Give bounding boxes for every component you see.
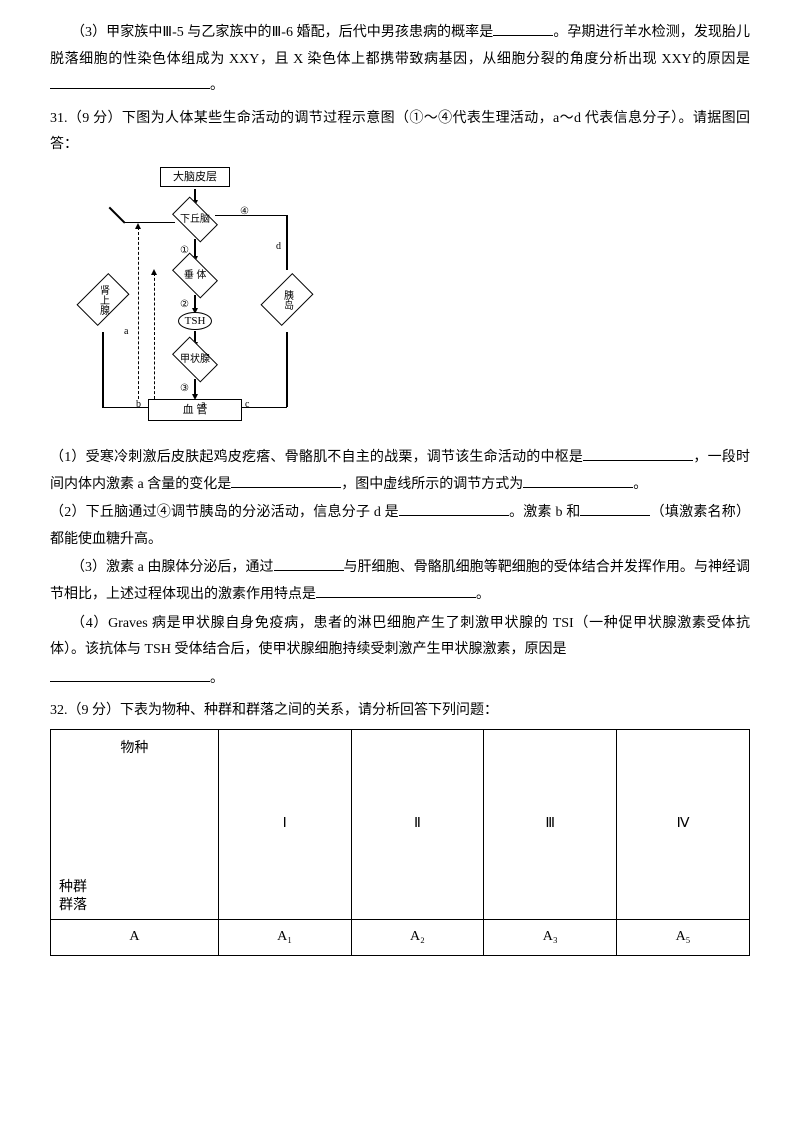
tsh-label: TSH	[185, 311, 206, 332]
q30-3-paragraph: （3）甲家族中Ⅲ-5 与乙家族中的Ⅲ-6 婚配，后代中男孩患病的概率是。孕期进行…	[50, 20, 750, 100]
node-hypothalamus: 下丘脑	[172, 196, 218, 242]
q31-4: （4）Graves 病是甲状腺自身免疫病，患者的淋巴细胞产生了刺激甲状腺的 TS…	[50, 611, 750, 664]
q31-3-c: 。	[476, 587, 490, 602]
q31-diagram: 大脑皮层 下丘脑 ① 垂 体 ② TSH 甲状腺 ③ 血 管 肾上腺	[80, 167, 320, 437]
node-tsh: TSH	[178, 312, 212, 330]
hypo-label: 下丘脑	[180, 210, 210, 229]
cell-header-3: Ⅲ	[484, 729, 617, 919]
label-a: a	[201, 395, 205, 414]
node-adrenal: 肾上腺	[76, 273, 129, 326]
line-thy-vessel	[194, 379, 196, 395]
blank-probability	[493, 22, 553, 36]
blank-31-3a	[274, 557, 344, 571]
blank-31-2b	[580, 502, 650, 516]
q31-2: （2）下丘脑通过④调节胰岛的分泌活动，信息分子 d 是。激素 b 和（填激素名称…	[50, 500, 750, 553]
cell-a-4: A₅	[617, 919, 750, 955]
q31-1: （1）受寒冷刺激后皮肤起鸡皮疙瘩、骨骼肌不自主的战栗，调节该生命活动的中枢是，一…	[50, 445, 750, 498]
blank-xxy-reason	[50, 75, 210, 89]
q31-diagram-container: 大脑皮层 下丘脑 ① 垂 体 ② TSH 甲状腺 ③ 血 管 肾上腺	[80, 167, 750, 437]
node-pituitary: 垂 体	[172, 252, 218, 298]
label-d: d	[276, 237, 281, 256]
cell-header-2: Ⅱ	[351, 729, 484, 919]
cell-header-4: Ⅳ	[617, 729, 750, 919]
line-adrenal-vessel-h	[102, 407, 148, 409]
q31-4-a: （4）Graves 病是甲状腺自身免疫病，患者的淋巴细胞产生了刺激甲状腺的 TS…	[50, 616, 750, 658]
q31-3: （3）激素 a 由腺体分泌后，通过与肝细胞、骨骼肌细胞等靶细胞的受体结合并发挥作…	[50, 555, 750, 608]
cell-a-0: A	[51, 919, 219, 955]
line-hypo-adrenal-d	[109, 207, 126, 224]
pit-label: 垂 体	[184, 266, 207, 285]
q30-3-text-a: （3）甲家族中Ⅲ-5 与乙家族中的Ⅲ-6 婚配，后代中男孩患病的概率是	[71, 25, 493, 40]
node-vessel: 血 管	[148, 399, 242, 421]
node-cortex: 大脑皮层	[160, 167, 230, 187]
cell-header-0: 物种 种群 群落	[51, 729, 219, 919]
adrenal-label: 肾上腺	[94, 284, 113, 314]
q31-2-b: 。激素 b 和	[509, 505, 581, 520]
q30-3-text-c: 。	[210, 78, 224, 93]
q31-1-a: （1）受寒冷刺激后皮肤起鸡皮疙瘩、骨骼肌不自主的战栗，调节该生命活动的中枢是	[50, 450, 583, 465]
table-row-a: A A₁ A₂ A₃ A₅	[51, 919, 750, 955]
cortex-label: 大脑皮层	[173, 167, 217, 188]
blank-31-1b	[231, 474, 341, 488]
row-label-pop: 种群	[59, 879, 87, 897]
cell-header-1: Ⅰ	[218, 729, 351, 919]
q31-intro: 31.（9 分）下图为人体某些生命活动的调节过程示意图（①～④代表生理活动，a～…	[50, 106, 750, 159]
q31-1-d: 。	[633, 477, 647, 492]
q31-2-a: （2）下丘脑通过④调节胰岛的分泌活动，信息分子 d 是	[50, 505, 399, 520]
line-pit-tsh	[194, 295, 196, 309]
blank-31-2a	[399, 502, 509, 516]
line-hypo-panc-v	[286, 215, 288, 270]
line-hypo-pit	[194, 239, 196, 257]
q32-table: 物种 种群 群落 Ⅰ Ⅱ Ⅲ Ⅳ A A₁ A₂ A₃ A₅	[50, 729, 750, 956]
arrow-fb-2	[151, 269, 157, 275]
cell-a-3: A₃	[484, 919, 617, 955]
blank-31-3b	[316, 584, 476, 598]
thyroid-label: 甲状腺	[180, 350, 210, 369]
q32-intro-text: 32.（9 分）下表为物种、种群和群落之间的关系，请分析回答下列问题：	[50, 703, 498, 718]
arrow-fb-1	[135, 223, 141, 229]
node-thyroid: 甲状腺	[172, 336, 218, 382]
row-label-comm: 群落	[59, 897, 87, 915]
q31-4-blank-line: 。	[50, 666, 750, 693]
line-panc-vessel-v	[286, 332, 288, 407]
cell-a-2: A₂	[351, 919, 484, 955]
line-hypo-adrenal-h	[125, 222, 175, 224]
q31-intro-text: 31.（9 分）下图为人体某些生命活动的调节过程示意图（①～④代表生理活动，a～…	[50, 111, 750, 153]
line-adrenal-vessel-v	[102, 332, 104, 407]
line-hypo-panc-h	[215, 215, 287, 217]
label-4: ④	[240, 202, 249, 221]
blank-31-1c	[523, 474, 633, 488]
q31-4-b: 。	[210, 671, 224, 686]
dashed-feedback-1	[138, 227, 139, 399]
q32-intro: 32.（9 分）下表为物种、种群和群落之间的关系，请分析回答下列问题：	[50, 698, 750, 725]
blank-31-4	[50, 668, 210, 682]
label-c: c	[245, 395, 249, 414]
dashed-feedback-2	[154, 273, 155, 399]
node-pancreas: 胰岛	[260, 273, 313, 326]
species-label: 物种	[51, 736, 218, 763]
bottom-labels: 种群 群落	[59, 879, 87, 915]
q31-3-a: （3）激素 a 由腺体分泌后，通过	[71, 560, 274, 575]
table-row-header: 物种 种群 群落 Ⅰ Ⅱ Ⅲ Ⅳ	[51, 729, 750, 919]
blank-31-1a	[583, 447, 693, 461]
pancreas-label: 胰岛	[278, 289, 297, 309]
q31-1-c: ，图中虚线所示的调节方式为	[341, 477, 523, 492]
cell-a-1: A₁	[218, 919, 351, 955]
label-a2: a	[124, 322, 128, 341]
label-3: ③	[180, 379, 189, 398]
